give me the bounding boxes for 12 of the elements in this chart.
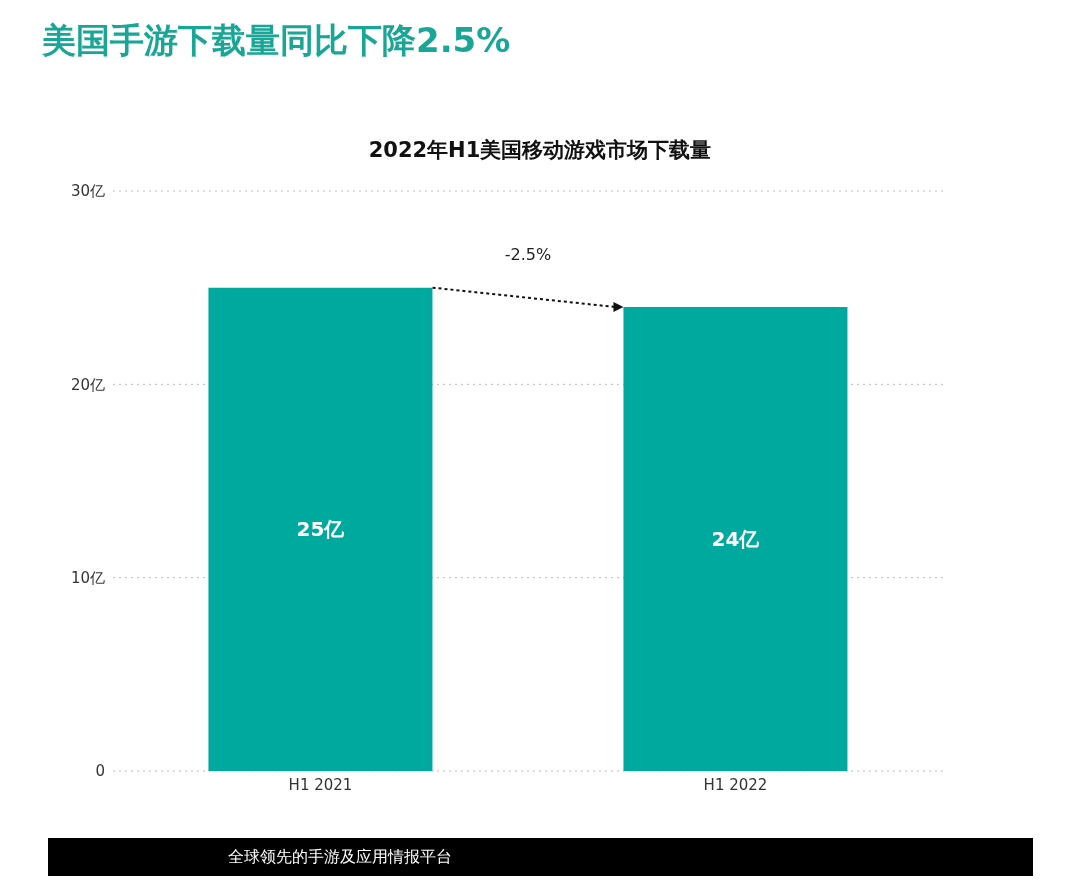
x-tick-label: H1 2022 xyxy=(703,775,768,794)
data-label: 25亿 xyxy=(296,517,346,542)
y-tick-label: 0 xyxy=(95,762,105,781)
text: 全球领先的手游及应用情报平台 xyxy=(48,838,1033,876)
annotation: -2.5% xyxy=(504,244,552,264)
y-tick-label: 30亿 xyxy=(70,182,105,201)
y-tick-label: 20亿 xyxy=(70,375,105,394)
x-tick-label: H1 2021 xyxy=(288,775,353,794)
y-tick-label: 10亿 xyxy=(70,568,105,587)
data-label: 24亿 xyxy=(711,527,761,552)
chart-title: 美国手游下载量同比下降2.5% xyxy=(42,19,511,62)
chart-subtitle: 2022年H1美国移动游戏市场下载量 xyxy=(367,137,713,164)
